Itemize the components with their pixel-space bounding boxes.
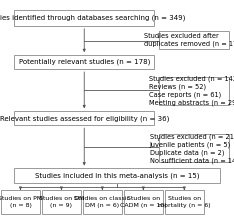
FancyBboxPatch shape <box>14 168 220 183</box>
Text: Studies identified through databases searching (n = 349): Studies identified through databases sea… <box>0 14 185 21</box>
FancyBboxPatch shape <box>159 134 229 162</box>
FancyBboxPatch shape <box>159 31 229 49</box>
FancyBboxPatch shape <box>1 190 40 214</box>
FancyBboxPatch shape <box>159 77 229 105</box>
Text: Studies excluded after
duplicates removed (n = 171): Studies excluded after duplicates remove… <box>144 33 234 47</box>
Text: Studies on
CADM (n = 10): Studies on CADM (n = 10) <box>120 196 167 208</box>
FancyBboxPatch shape <box>14 111 154 125</box>
FancyBboxPatch shape <box>14 10 154 26</box>
Text: Studies on DM
(n = 9): Studies on DM (n = 9) <box>39 196 84 208</box>
FancyBboxPatch shape <box>124 190 163 214</box>
Text: Studies excluded (n = 21)
Juvenile patients (n = 5)
Duplicate data (n = 2)
No su: Studies excluded (n = 21) Juvenile patie… <box>150 133 234 164</box>
Text: Relevant studies assessed for eligibility (n = 36): Relevant studies assessed for eligibilit… <box>0 115 169 122</box>
FancyBboxPatch shape <box>165 190 204 214</box>
Text: Studies excluded (n = 142)
Reviews (n = 52)
Case reports (n = 61)
Meeting abstra: Studies excluded (n = 142) Reviews (n = … <box>149 75 234 106</box>
Text: Potentially relevant studies (n = 178): Potentially relevant studies (n = 178) <box>18 59 150 65</box>
Text: Studies included in this meta-analysis (n = 15): Studies included in this meta-analysis (… <box>35 172 199 179</box>
Text: Studies on PM
(n = 8): Studies on PM (n = 8) <box>0 196 43 208</box>
Text: Studies on classic
DM (n = 6): Studies on classic DM (n = 6) <box>74 196 130 208</box>
FancyBboxPatch shape <box>14 55 154 69</box>
FancyBboxPatch shape <box>83 190 122 214</box>
Text: Studies on
mortality (n = 6): Studies on mortality (n = 6) <box>158 196 211 208</box>
FancyBboxPatch shape <box>42 190 81 214</box>
